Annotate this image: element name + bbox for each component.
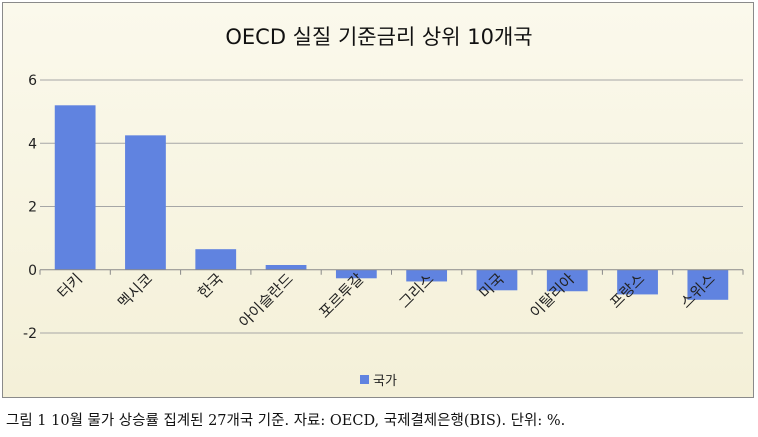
- bar: [265, 265, 307, 270]
- legend-swatch: [360, 375, 369, 384]
- bar: [617, 269, 658, 295]
- bar: [476, 269, 518, 291]
- y-tick-label: 0: [28, 263, 37, 279]
- category-label: 멕시코: [114, 270, 156, 312]
- y-tick-label: 2: [28, 200, 37, 216]
- category-label: 한국: [194, 270, 226, 302]
- legend: 국가: [360, 370, 397, 389]
- chart-frame: -2 0 2 4 6 터키 멕시코 한국 아이슬란드 포르투갈 그리스 미국 이탈리아 프랑스 스위스 OE…: [2, 2, 754, 398]
- y-tick-label: 6: [28, 73, 37, 89]
- y-tick-label: 4: [28, 136, 37, 152]
- bar: [54, 105, 96, 270]
- chart-title: OECD 실질 기준금리 상위 10개국: [225, 25, 533, 49]
- y-tick-label: -2: [23, 326, 37, 342]
- bar: [125, 135, 166, 270]
- bar: [406, 269, 448, 282]
- figure-caption: 그림 1 10월 물가 상승률 집계된 27개국 기준. 자료: OECD, 국…: [6, 413, 566, 429]
- legend-label: 국가: [373, 374, 397, 389]
- bar: [687, 269, 729, 300]
- category-label: 아이슬란드: [235, 270, 297, 332]
- bar: [195, 249, 237, 270]
- bar: [546, 269, 588, 292]
- bar: [335, 269, 377, 279]
- category-label: 터키: [54, 270, 86, 302]
